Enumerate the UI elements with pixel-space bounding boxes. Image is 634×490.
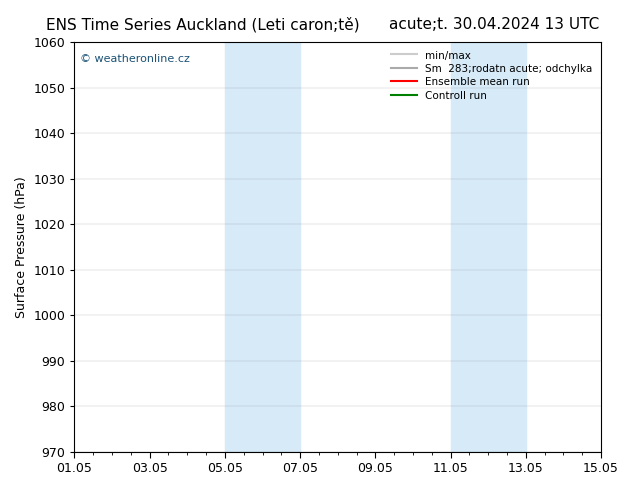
- Legend: min/max, Sm  283;rodatn acute; odchylka, Ensemble mean run, Controll run: min/max, Sm 283;rodatn acute; odchylka, …: [388, 47, 596, 104]
- Bar: [451, 42, 526, 452]
- Text: acute;t. 30.04.2024 13 UTC: acute;t. 30.04.2024 13 UTC: [389, 17, 600, 32]
- Text: © weatheronline.cz: © weatheronline.cz: [80, 54, 190, 64]
- Text: ENS Time Series Auckland (Leti caron;tě): ENS Time Series Auckland (Leti caron;tě): [46, 17, 359, 33]
- Bar: [225, 42, 300, 452]
- Y-axis label: Surface Pressure (hPa): Surface Pressure (hPa): [15, 176, 28, 318]
